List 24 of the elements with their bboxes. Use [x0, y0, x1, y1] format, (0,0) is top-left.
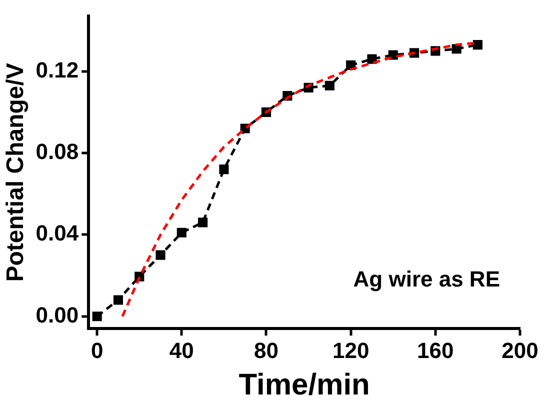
x-tick-label: 80 — [254, 338, 278, 363]
x-tick-label: 0 — [90, 338, 104, 363]
y-axis-title: Potential Change/V — [2, 63, 30, 282]
point — [472, 40, 482, 50]
point — [367, 54, 377, 64]
point — [219, 164, 229, 174]
point — [452, 44, 462, 54]
x-tick-label: 200 — [502, 338, 538, 363]
point — [324, 80, 334, 90]
y-tick-label: 0.04 — [36, 220, 80, 246]
x-tick-label: 120 — [332, 338, 370, 363]
y-tick-label: 0.00 — [36, 302, 79, 328]
annotation: Ag wire as RE — [353, 266, 500, 292]
point — [176, 228, 186, 238]
x-axis-title: Time/min — [238, 368, 370, 402]
point — [156, 250, 166, 260]
point — [92, 312, 102, 322]
x-tick-label: 160 — [417, 338, 454, 363]
point — [388, 50, 398, 60]
point — [113, 295, 124, 305]
x-tick-label: 40 — [169, 338, 194, 363]
y-tick-label: 0.12 — [36, 57, 79, 82]
point — [198, 218, 208, 228]
y-tick-label: 0.08 — [36, 139, 79, 164]
